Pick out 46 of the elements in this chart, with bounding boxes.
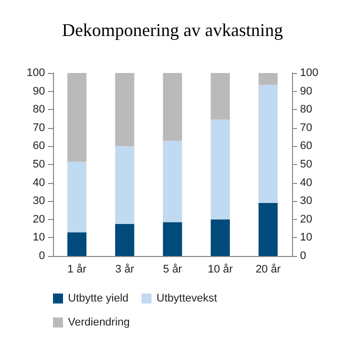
bar bbox=[115, 73, 134, 146]
y-tick-label: 40 bbox=[32, 176, 45, 189]
y-tick-label: 80 bbox=[32, 104, 45, 116]
bar bbox=[115, 146, 134, 224]
bar bbox=[210, 120, 230, 220]
y-tick-label: 30 bbox=[32, 195, 45, 208]
bar bbox=[162, 140, 182, 222]
y-tick-label: 10 bbox=[32, 232, 45, 244]
y-tick-label: 50 bbox=[32, 158, 45, 170]
x-tick-label: 10 år bbox=[208, 264, 234, 276]
bar bbox=[115, 224, 134, 256]
x-tick-label: 20 år bbox=[256, 264, 281, 276]
y2-tick-label: 70 bbox=[300, 122, 312, 134]
bar bbox=[258, 73, 278, 85]
bar bbox=[258, 84, 278, 203]
y-tick-label: 20 bbox=[32, 213, 45, 226]
chart-title: Dekomponering av avkastning bbox=[62, 20, 283, 40]
y2-tick-label: 90 bbox=[300, 85, 312, 98]
legend-label: Verdiendring bbox=[68, 316, 130, 328]
bar bbox=[67, 232, 86, 256]
y2-tick-label: 10 bbox=[300, 232, 312, 244]
bar bbox=[258, 202, 278, 256]
y2-tick-label: 50 bbox=[300, 158, 312, 170]
x-tick-label: 3 år bbox=[115, 264, 135, 276]
bar bbox=[162, 222, 182, 256]
bar bbox=[67, 162, 86, 232]
bar bbox=[162, 73, 182, 141]
y-tick-label: 90 bbox=[32, 85, 45, 98]
bar bbox=[210, 219, 230, 256]
y2-tick-label: 60 bbox=[300, 140, 312, 152]
y2-tick-label: 40 bbox=[300, 176, 312, 189]
x-tick-label: 1 år bbox=[67, 264, 87, 276]
y2-tick-label: 30 bbox=[300, 195, 312, 208]
y2-tick-label: 80 bbox=[300, 104, 312, 116]
y2-tick-label: 0 bbox=[300, 250, 306, 262]
legend-label: Utbytte yield bbox=[68, 292, 129, 304]
y-tick-label: 0 bbox=[38, 250, 45, 262]
bar bbox=[210, 73, 230, 120]
y2-tick-label: 20 bbox=[300, 213, 312, 226]
y-tick-label: 60 bbox=[32, 140, 45, 152]
x-tick-label: 5 år bbox=[163, 264, 182, 276]
y-tick-label: 70 bbox=[32, 122, 45, 134]
y-tick-label: 100 bbox=[26, 67, 45, 79]
y2-tick-label: 100 bbox=[300, 67, 318, 79]
bar bbox=[67, 73, 86, 162]
legend-label: Utbyttevekst bbox=[156, 292, 218, 304]
